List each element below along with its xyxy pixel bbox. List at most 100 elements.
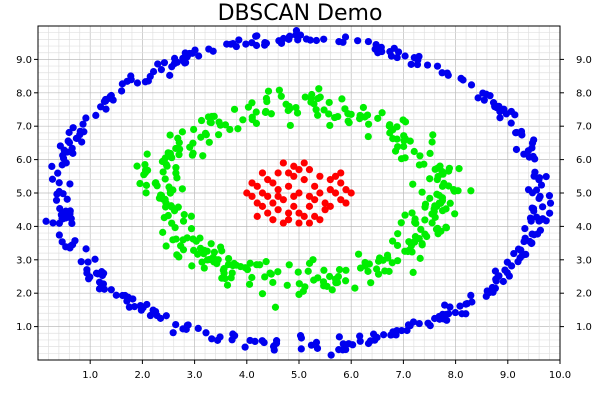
point-outer-ring xyxy=(462,300,470,308)
point-middle-ring xyxy=(331,113,339,122)
point-middle-ring xyxy=(142,189,150,197)
y-tick-label-right: 8.0 xyxy=(576,88,592,99)
point-middle-ring xyxy=(428,138,436,146)
point-middle-ring xyxy=(408,248,416,256)
point-center-blob xyxy=(326,202,334,210)
point-middle-ring xyxy=(252,119,261,128)
point-outer-ring xyxy=(424,319,432,327)
point-center-blob xyxy=(290,192,298,200)
point-middle-ring xyxy=(175,139,183,147)
point-outer-ring xyxy=(393,53,401,62)
point-center-blob xyxy=(326,176,334,184)
point-middle-ring xyxy=(143,150,151,158)
point-middle-ring xyxy=(188,262,196,270)
point-middle-ring xyxy=(187,212,195,220)
point-middle-ring xyxy=(344,117,352,125)
point-outer-ring xyxy=(76,131,84,139)
point-middle-ring xyxy=(418,188,426,196)
point-middle-ring xyxy=(378,109,386,117)
point-middle-ring xyxy=(168,203,176,211)
point-middle-ring xyxy=(178,185,186,193)
point-middle-ring xyxy=(438,197,447,205)
point-outer-ring xyxy=(55,179,63,187)
point-outer-ring xyxy=(380,331,388,339)
point-outer-ring xyxy=(154,60,162,68)
point-outer-ring xyxy=(500,105,508,113)
point-center-blob xyxy=(290,162,298,170)
point-outer-ring xyxy=(539,215,547,223)
point-middle-ring xyxy=(189,139,197,147)
point-center-blob xyxy=(258,189,267,197)
point-middle-ring xyxy=(409,268,417,277)
point-middle-ring xyxy=(160,213,168,222)
point-outer-ring xyxy=(407,60,415,68)
point-outer-ring xyxy=(542,173,550,181)
point-outer-ring xyxy=(495,272,503,280)
point-center-blob xyxy=(347,189,355,197)
point-outer-ring xyxy=(335,38,343,46)
point-outer-ring xyxy=(528,139,537,147)
point-center-blob xyxy=(300,159,308,167)
y-tick-label-right: 2.0 xyxy=(576,289,592,300)
point-outer-ring xyxy=(102,105,110,113)
point-center-blob xyxy=(337,196,345,204)
point-middle-ring xyxy=(342,266,350,274)
point-outer-ring xyxy=(229,40,237,48)
point-middle-ring xyxy=(326,121,334,130)
point-middle-ring xyxy=(445,167,453,175)
point-middle-ring xyxy=(261,273,269,281)
point-middle-ring xyxy=(439,170,447,178)
point-middle-ring xyxy=(423,232,431,241)
point-middle-ring xyxy=(312,106,320,114)
point-center-blob xyxy=(269,216,277,224)
point-middle-ring xyxy=(309,256,317,264)
point-outer-ring xyxy=(169,329,177,337)
point-middle-ring xyxy=(261,108,270,116)
point-middle-ring xyxy=(454,187,462,195)
y-tick-label-left: 6.0 xyxy=(16,155,32,166)
point-middle-ring xyxy=(428,219,436,227)
point-middle-ring xyxy=(133,162,141,170)
point-middle-ring xyxy=(408,209,416,217)
point-middle-ring xyxy=(385,267,393,275)
point-outer-ring xyxy=(112,291,120,299)
point-outer-ring xyxy=(480,96,488,104)
point-outer-ring xyxy=(393,326,401,335)
point-outer-ring xyxy=(160,59,169,67)
point-outer-ring xyxy=(354,37,362,45)
point-outer-ring xyxy=(342,345,350,354)
point-middle-ring xyxy=(162,242,170,250)
point-middle-ring xyxy=(388,259,396,267)
point-middle-ring xyxy=(285,261,293,269)
point-outer-ring xyxy=(86,273,94,281)
point-middle-ring xyxy=(391,147,400,155)
point-middle-ring xyxy=(421,200,430,208)
point-outer-ring xyxy=(535,174,544,182)
point-outer-ring xyxy=(349,341,357,349)
point-middle-ring xyxy=(152,179,160,187)
point-middle-ring xyxy=(335,266,344,274)
point-center-blob xyxy=(326,186,334,194)
point-center-blob xyxy=(269,179,277,187)
point-outer-ring xyxy=(275,37,283,45)
point-outer-ring xyxy=(59,190,67,198)
point-outer-ring xyxy=(433,62,442,70)
point-middle-ring xyxy=(205,138,213,146)
point-middle-ring xyxy=(426,194,434,202)
point-outer-ring xyxy=(366,337,375,345)
point-outer-ring xyxy=(56,142,64,150)
point-middle-ring xyxy=(314,274,322,282)
point-outer-ring xyxy=(292,31,300,39)
point-outer-ring xyxy=(468,298,476,306)
point-outer-ring xyxy=(526,214,535,222)
point-outer-ring xyxy=(241,343,249,351)
point-outer-ring xyxy=(58,238,66,246)
point-center-blob xyxy=(290,172,298,180)
point-center-blob xyxy=(337,179,345,187)
point-center-blob xyxy=(331,172,340,180)
point-center-blob xyxy=(248,192,256,200)
point-middle-ring xyxy=(159,195,167,203)
point-middle-ring xyxy=(344,110,352,118)
point-middle-ring xyxy=(232,261,240,269)
